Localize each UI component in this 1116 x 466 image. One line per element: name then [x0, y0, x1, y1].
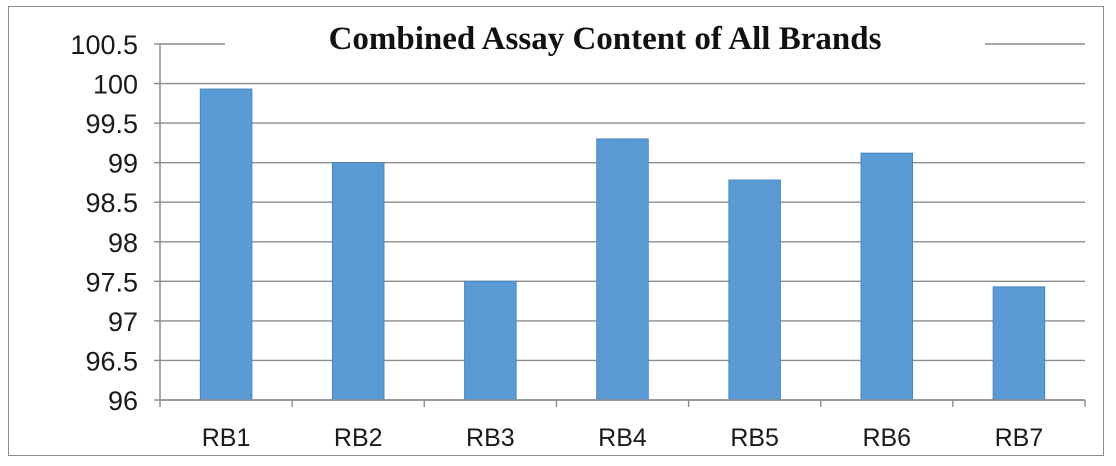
y-tick-label: 97.5 [85, 267, 138, 297]
x-tick-label: RB5 [730, 424, 779, 452]
bar-rb1 [199, 88, 253, 401]
x-tick-label: RB3 [466, 424, 515, 452]
y-tick-label: 98 [108, 228, 138, 258]
bars [199, 88, 1046, 401]
y-tick-label: 97 [108, 307, 138, 337]
y-tick-label: 98.5 [85, 188, 138, 218]
x-tick-label: RB2 [334, 424, 383, 452]
y-tick-label: 99.5 [85, 109, 138, 139]
chart-title: Combined Assay Content of All Brands [329, 21, 882, 57]
title-background [225, 18, 985, 56]
y-tick-label: 100.5 [70, 30, 138, 60]
bar-rb2 [331, 162, 385, 401]
y-tick-label: 96.5 [85, 346, 138, 376]
bar-rb7 [992, 286, 1046, 401]
axes [154, 43, 1086, 407]
bar-rb6 [860, 152, 914, 401]
tick-labels: 96 96.5 97 97.5 98 98.5 99 99.5 100 100.5 RB1 RB2 RB… [70, 30, 1043, 452]
x-tick-label: RB4 [598, 424, 647, 452]
x-tick-label: RB7 [995, 424, 1044, 452]
bar-rb5 [728, 179, 781, 401]
x-tick-label: RB1 [202, 424, 251, 452]
bar-rb3 [464, 280, 517, 401]
y-tick-label: 96 [108, 386, 138, 416]
x-tick-label: RB6 [862, 424, 911, 452]
bar-rb4 [596, 138, 649, 401]
y-tick-label: 100 [93, 70, 138, 100]
y-tick-label: 99 [108, 149, 138, 179]
chart-frame [8, 6, 1104, 456]
